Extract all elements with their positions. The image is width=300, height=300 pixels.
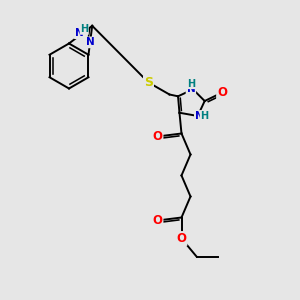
Text: O: O: [152, 214, 163, 227]
Text: N: N: [187, 84, 195, 94]
Text: N: N: [75, 28, 83, 38]
Text: H: H: [187, 79, 195, 88]
Text: N: N: [195, 111, 204, 121]
Text: N: N: [86, 38, 95, 47]
Text: H: H: [200, 111, 208, 121]
Text: S: S: [144, 76, 153, 89]
Text: O: O: [152, 130, 163, 143]
Text: H: H: [80, 24, 88, 34]
Text: O: O: [176, 232, 187, 245]
Text: O: O: [217, 86, 227, 99]
